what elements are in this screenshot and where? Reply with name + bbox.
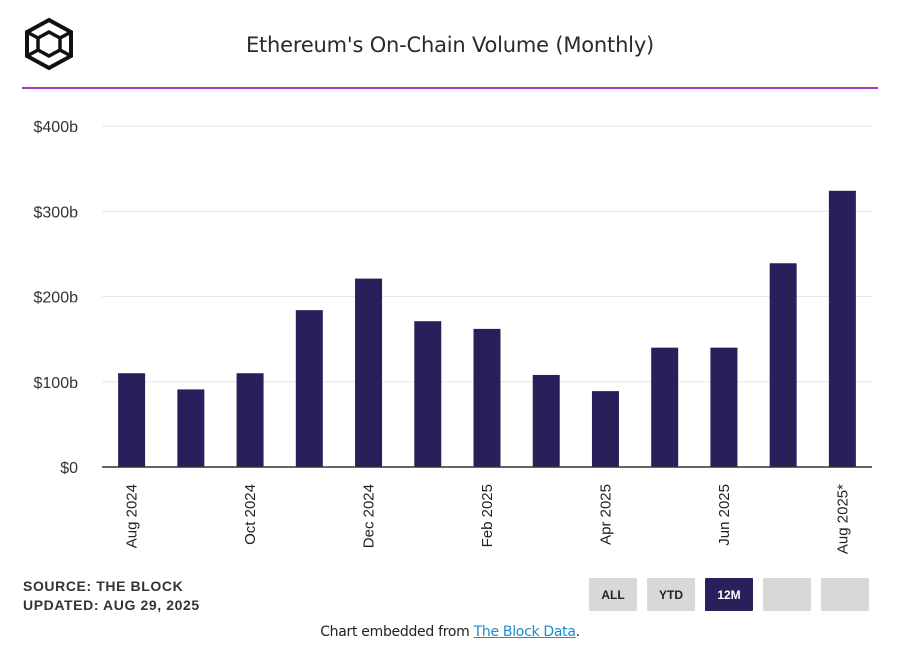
range-extra-button-2[interactable] [821, 578, 869, 611]
embed-credit: Chart embedded from The Block Data. [0, 624, 900, 640]
bar-sep-2024[interactable] [177, 389, 205, 467]
x-tick-label: Oct 2024 [242, 484, 259, 545]
bar-mar-2025[interactable] [532, 374, 560, 467]
bar-chart: $0 $100b $200b $300b $400b Aug 2024 Oct 2024 De… [34, 119, 872, 554]
bar-feb-2025[interactable] [473, 328, 501, 467]
y-tick-label: $200b [34, 290, 79, 307]
x-tick-label: Jun 2025 [716, 484, 733, 546]
bar-nov-2024[interactable] [295, 310, 323, 467]
cube-logo-icon [25, 17, 73, 71]
range-selector: ALL YTD 12M [589, 578, 869, 611]
y-tick-label: $400b [34, 119, 79, 136]
bar-dec-2024[interactable] [355, 278, 383, 467]
y-tick-label: $300b [34, 204, 79, 221]
bar-aug-2025-[interactable] [828, 190, 856, 467]
range-ytd-button[interactable]: YTD [647, 578, 695, 611]
updated-label: UPDATED: AUG 29, 2025 [23, 597, 200, 613]
y-tick-label: $100b [34, 375, 79, 392]
range-12m-button[interactable]: 12M [705, 578, 753, 611]
x-tick-label: Feb 2025 [479, 484, 496, 547]
the-block-data-link[interactable]: The Block Data [473, 624, 576, 640]
embed-suffix: . [575, 624, 580, 640]
source-label: SOURCE: THE BLOCK [23, 578, 184, 594]
bar-jul-2025[interactable] [769, 263, 797, 467]
source-info: SOURCE: THE BLOCK UPDATED: AUG 29, 2025 [23, 577, 200, 615]
title-divider [22, 87, 878, 89]
y-tick-label: $0 [60, 460, 78, 477]
bar-aug-2024[interactable] [118, 373, 146, 467]
x-tick-label: Aug 2024 [124, 484, 141, 548]
embed-prefix: Chart embedded from [320, 624, 474, 640]
bar-jan-2025[interactable] [414, 321, 442, 467]
x-tick-label: Apr 2025 [597, 484, 614, 545]
x-tick-label: Aug 2025* [834, 484, 851, 554]
range-extra-button-1[interactable] [763, 578, 811, 611]
bar-jun-2025[interactable] [710, 347, 738, 467]
range-all-button[interactable]: ALL [589, 578, 637, 611]
bar-apr-2025[interactable] [591, 391, 619, 467]
bar-may-2025[interactable] [651, 347, 679, 467]
x-tick-label: Dec 2024 [361, 484, 378, 548]
chart-title: Ethereum's On-Chain Volume (Monthly) [245, 33, 655, 57]
bar-oct-2024[interactable] [236, 373, 264, 467]
